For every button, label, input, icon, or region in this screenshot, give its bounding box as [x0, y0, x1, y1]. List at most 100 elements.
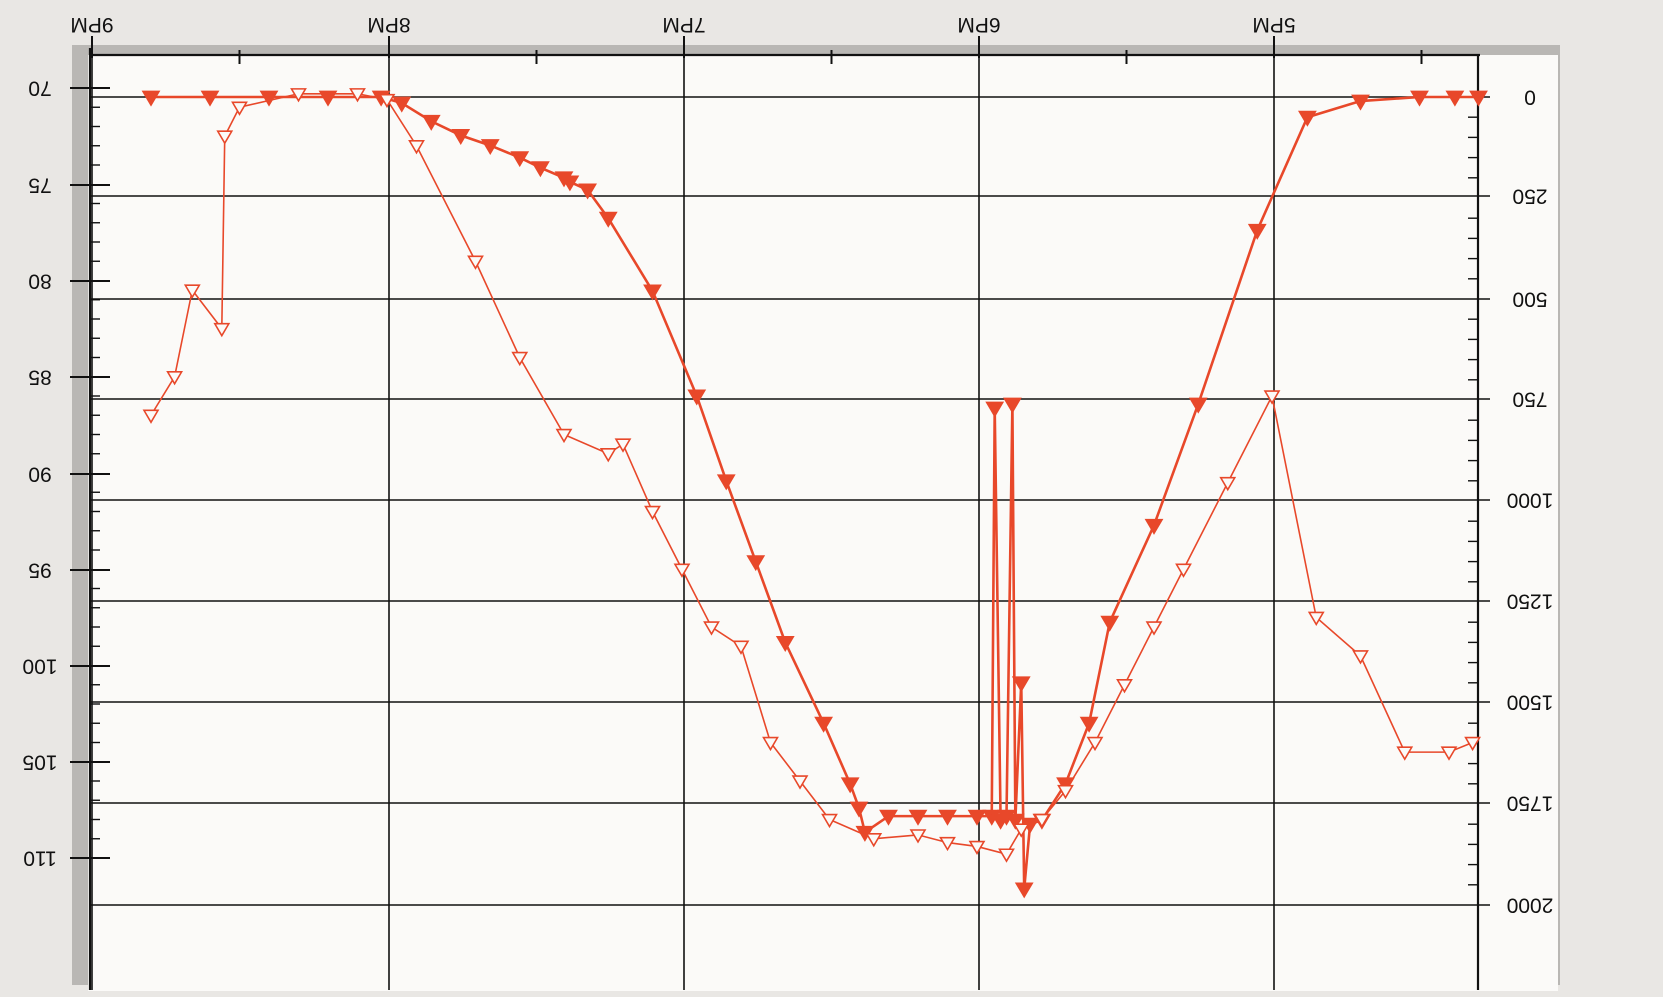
series-2-point-39 [1440, 746, 1458, 761]
yr-tick-label-1750: 1750 [1507, 792, 1554, 815]
series-1-point-24 [879, 809, 898, 826]
series-2-point-32 [1145, 621, 1163, 636]
series-2-point-24 [939, 836, 956, 852]
series-1-point-40 [1100, 615, 1120, 632]
series-1-point-7 [451, 128, 471, 145]
series-1-point-46 [1410, 90, 1429, 107]
yl-tick-label-110: 110 [23, 847, 56, 870]
series-1-point-45 [1351, 94, 1370, 111]
yl-tick-label-90: 90 [28, 463, 51, 486]
series-2-point-0 [142, 409, 160, 424]
series-1-point-12 [560, 175, 580, 192]
yl-tick-label-80: 80 [28, 270, 51, 293]
x-tick-label-5PM: 5PM [1252, 13, 1295, 36]
series-2-point-2 [183, 284, 201, 299]
yr-tick-label-1500: 1500 [1507, 691, 1554, 714]
series-2-point-34 [1219, 476, 1237, 492]
yr-tick-label-2000: 2000 [1507, 894, 1554, 917]
series-2-point-21 [821, 813, 838, 829]
yl-tick-label-105: 105 [22, 751, 57, 774]
series-2-point-29 [1057, 784, 1074, 800]
series-1-point-2 [259, 90, 279, 107]
series-1-point-9 [510, 151, 530, 168]
series-1-point-13 [578, 183, 597, 200]
series-1-point-42 [1188, 397, 1208, 414]
series-1-point-26 [938, 809, 957, 826]
series-2-point-1 [166, 371, 183, 386]
series-1-point-25 [908, 809, 928, 826]
yl-tick-label-95: 95 [28, 559, 51, 582]
yr-tick-label-1000: 1000 [1507, 489, 1554, 512]
series-2-point-40 [1464, 736, 1481, 752]
series-1-point-43 [1247, 223, 1267, 240]
series-2-point-3 [213, 322, 231, 338]
series-1-point-35 [1014, 882, 1034, 899]
series-1-point-22 [849, 801, 869, 818]
yr-tick-label-250: 250 [1512, 185, 1547, 208]
series-1-point-33 [1005, 813, 1025, 830]
series-2-point-17 [703, 621, 720, 636]
series-1-point-44 [1298, 110, 1317, 127]
series-2-point-4 [216, 130, 234, 145]
series-2-point-25 [968, 840, 986, 856]
series-1-point-21 [840, 777, 860, 794]
series-2-point-35 [1263, 390, 1281, 405]
yr-tick-label-0: 0 [1524, 86, 1536, 109]
series-1-point-5 [392, 96, 412, 113]
series-1-point-19 [775, 635, 795, 652]
series-2-point-23 [909, 829, 927, 844]
series-2-point-8 [378, 93, 396, 109]
series-2-point-37 [1352, 650, 1369, 665]
yl-tick-label-100: 100 [22, 655, 57, 678]
yr-tick-label-750: 750 [1512, 388, 1547, 411]
series-2-point-38 [1396, 746, 1414, 761]
plot-area [88, 55, 1558, 991]
series-1-point-48 [1469, 90, 1488, 107]
x-tick-label-8PM: 8PM [367, 13, 410, 36]
series-2-point-36 [1307, 611, 1325, 626]
series-2-point-11 [511, 351, 529, 367]
series-2-point-33 [1175, 563, 1192, 578]
series-2-point-6 [290, 88, 307, 103]
series-1-point-20 [814, 716, 833, 733]
series-1-point-34 [1011, 676, 1031, 693]
series-2-point-31 [1116, 679, 1133, 694]
x-tick-label-7PM: 7PM [662, 13, 705, 36]
series-2-point-22 [865, 833, 883, 848]
yr-tick-label-1250: 1250 [1507, 590, 1554, 613]
series-2-point-10 [467, 255, 484, 270]
series-1-point-27 [967, 809, 987, 826]
series-1-point-16 [687, 389, 707, 406]
series-1-point-32 [1003, 397, 1022, 414]
series-2-point-30 [1086, 736, 1104, 752]
series-1-point-14 [598, 211, 618, 228]
series-1-point-0 [141, 90, 161, 107]
series-2-point-18 [732, 640, 750, 655]
series-2-point-7 [349, 88, 366, 103]
series-2-point-27 [1012, 823, 1030, 838]
series-2-point-26 [998, 848, 1015, 863]
series-1-point-17 [716, 474, 736, 491]
series-1-point-47 [1445, 90, 1465, 107]
series-2-point-13 [599, 448, 617, 463]
series-1-point-1 [200, 90, 220, 107]
series-1-point-29 [985, 401, 1005, 418]
series-2-point-20 [791, 775, 809, 790]
series-2-point-14 [614, 438, 632, 453]
series-1-point-15 [643, 284, 662, 301]
series-2-point-12 [555, 428, 573, 444]
series-1-point-10 [531, 161, 550, 178]
series-2-point-28 [1033, 813, 1051, 829]
series-2-point-19 [762, 736, 779, 752]
series-1-point-8 [480, 139, 500, 156]
series-1-point-41 [1144, 518, 1164, 535]
series-1-point-3 [318, 90, 338, 107]
x-tick-label-9PM: 9PM [70, 13, 113, 36]
yl-tick-label-75: 75 [28, 174, 51, 197]
yl-tick-label-70: 70 [28, 77, 51, 100]
series-1-point-6 [421, 114, 441, 131]
series-2-point-16 [673, 563, 691, 578]
series-2-point-9 [408, 140, 425, 155]
